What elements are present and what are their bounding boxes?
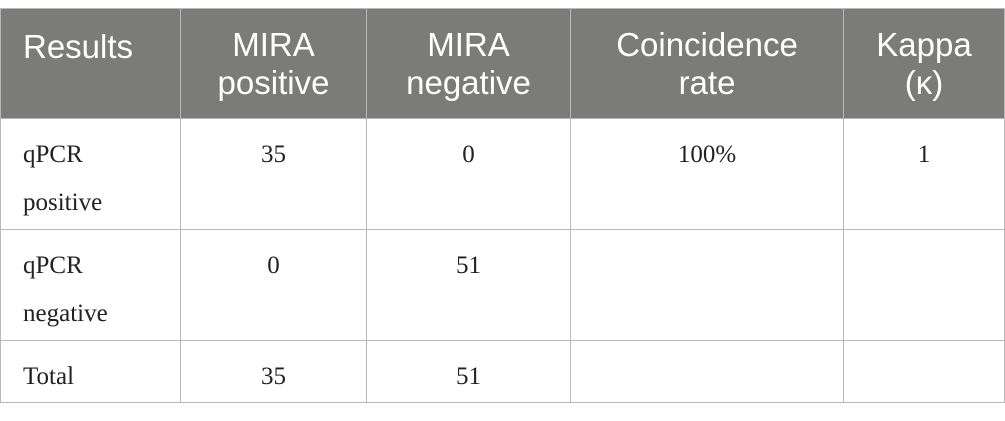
cell-kappa: 1 bbox=[843, 118, 1005, 230]
cell-kappa bbox=[843, 229, 1005, 341]
table-row-qpcr-negative: qPCR negative 0 51 bbox=[0, 229, 1005, 341]
results-table: Results MIRA positive MIRA negative Coinci… bbox=[0, 8, 1005, 403]
header-mira-negative: MIRA negative bbox=[366, 8, 571, 119]
cell-mira-positive: 35 bbox=[180, 340, 367, 403]
row-label: qPCR negative bbox=[0, 229, 181, 341]
table-row-total: Total 35 51 bbox=[0, 340, 1005, 403]
cell-coincidence-rate bbox=[570, 229, 844, 341]
cell-mira-positive: 0 bbox=[180, 229, 367, 341]
header-results: Results bbox=[0, 8, 181, 119]
cell-mira-positive: 35 bbox=[180, 118, 367, 230]
cell-mira-negative: 0 bbox=[366, 118, 571, 230]
table-row-qpcr-positive: qPCR positive 35 0 100% 1 bbox=[0, 118, 1005, 230]
cell-mira-negative: 51 bbox=[366, 340, 571, 403]
row-label: qPCR positive bbox=[0, 118, 181, 230]
header-coincidence-rate: Coincidence rate bbox=[570, 8, 844, 119]
header-kappa: Kappa (κ) bbox=[843, 8, 1005, 119]
cell-kappa bbox=[843, 340, 1005, 403]
cell-coincidence-rate bbox=[570, 340, 844, 403]
header-row: Results MIRA positive MIRA negative Coinci… bbox=[0, 8, 1005, 119]
cell-coincidence-rate: 100% bbox=[570, 118, 844, 230]
cell-mira-negative: 51 bbox=[366, 229, 571, 341]
header-mira-positive: MIRA positive bbox=[180, 8, 367, 119]
row-label: Total bbox=[0, 340, 181, 403]
